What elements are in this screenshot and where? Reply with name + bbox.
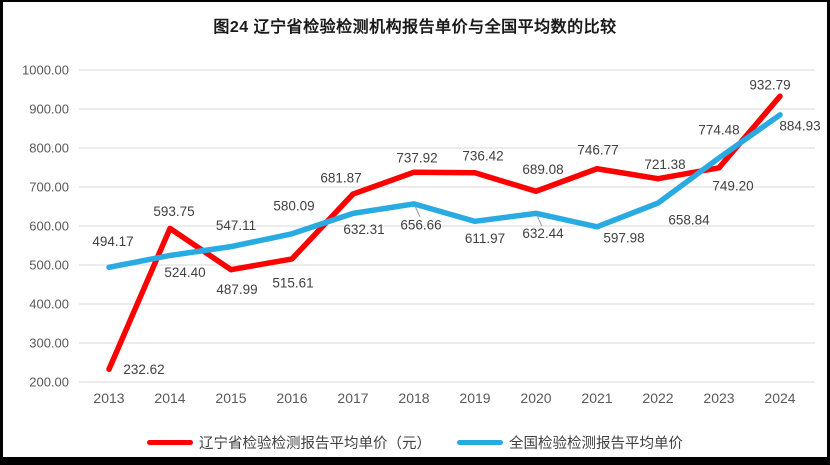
data-label-0-2013: 232.62 xyxy=(123,362,164,377)
data-label-0-2022: 721.38 xyxy=(644,157,685,172)
legend-item-national: 全国检验检测报告平均单价 xyxy=(457,432,683,453)
chart-title: 图24 辽宁省检验检测机构报告单价与全国平均数的比较 xyxy=(213,19,617,36)
legend-label-liaoning: 辽宁省检验检测报告平均单价（元） xyxy=(199,435,431,452)
x-axis-tick-label: 2015 xyxy=(215,390,246,406)
data-label-0-2017: 681.87 xyxy=(320,171,361,186)
x-axis-tick-label: 2014 xyxy=(154,390,185,406)
data-label-1-2014: 524.40 xyxy=(164,265,205,280)
x-axis-tick-label: 2024 xyxy=(764,390,795,406)
y-axis-tick-label: 200.00 xyxy=(29,375,69,390)
data-label-0-2020: 689.08 xyxy=(522,162,563,177)
data-label-0-2021: 746.77 xyxy=(577,142,618,157)
data-label-0-2019: 736.42 xyxy=(462,148,503,163)
series-line-0 xyxy=(106,93,783,373)
legend-item-liaoning: 辽宁省检验检测报告平均单价（元） xyxy=(147,432,431,453)
x-axis-tick-label: 2016 xyxy=(276,390,307,406)
y-axis-tick-label: 500.00 xyxy=(29,258,69,273)
data-label-1-2019: 611.97 xyxy=(465,231,505,246)
y-axis-tick-label: 700.00 xyxy=(29,180,69,195)
y-axis-tick-label: 900.00 xyxy=(29,102,69,117)
data-label-1-2016: 580.09 xyxy=(273,198,314,213)
data-label-0-2014: 593.75 xyxy=(153,204,194,219)
legend-label-national: 全国检验检测报告平均单价 xyxy=(509,435,683,452)
y-axis-tick-label: 800.00 xyxy=(29,141,69,156)
y-axis-tick-label: 300.00 xyxy=(29,336,69,351)
data-label-1-2021: 597.98 xyxy=(603,230,644,245)
data-label-1-2023: 774.48 xyxy=(698,122,739,137)
data-label-1-2020: 632.44 xyxy=(522,226,564,241)
legend-blue-line-swatch xyxy=(457,439,503,445)
data-label-1-2017: 632.31 xyxy=(343,222,384,237)
x-axis-tick-label: 2019 xyxy=(459,390,490,406)
legend-red-line-swatch xyxy=(147,439,193,445)
x-axis-tick-label: 2023 xyxy=(703,390,734,406)
x-axis-tick-label: 2022 xyxy=(642,390,673,406)
data-label-0-2018: 737.92 xyxy=(396,151,437,166)
data-label-1-2013: 494.17 xyxy=(92,234,133,249)
series-line-1 xyxy=(106,112,783,271)
data-label-0-2015: 487.99 xyxy=(216,282,257,297)
x-axis-tick-label: 2021 xyxy=(581,390,612,406)
data-label-1-2024: 884.93 xyxy=(779,118,820,133)
y-axis-tick-label: 1000.00 xyxy=(22,63,69,78)
data-label-leader-line xyxy=(536,215,543,227)
data-label-1-2018: 656.66 xyxy=(400,217,441,232)
y-axis-tick-label: 400.00 xyxy=(29,297,69,312)
data-label-leader-line xyxy=(414,205,421,218)
line-chart-plot-area: 200.00 300.00 400.00 500.00 600.00 700.00 800.… xyxy=(22,63,821,407)
x-axis-tick-label: 2020 xyxy=(520,390,551,406)
data-label-0-2024: 932.79 xyxy=(749,78,790,93)
chart-legend: 辽宁省检验检测报告平均单价（元） 全国检验检测报告平均单价 xyxy=(3,431,827,453)
x-axis-tick-label: 2013 xyxy=(93,390,124,406)
data-label-1-2015: 547.11 xyxy=(216,218,256,233)
data-label-0-2023: 749.20 xyxy=(712,178,753,193)
x-axis-tick-label: 2017 xyxy=(337,390,368,406)
data-label-1-2022: 658.84 xyxy=(668,213,710,228)
y-axis-tick-label: 600.00 xyxy=(29,219,69,234)
x-axis-tick-label: 2018 xyxy=(398,390,429,406)
data-label-0-2016: 515.61 xyxy=(272,275,313,290)
